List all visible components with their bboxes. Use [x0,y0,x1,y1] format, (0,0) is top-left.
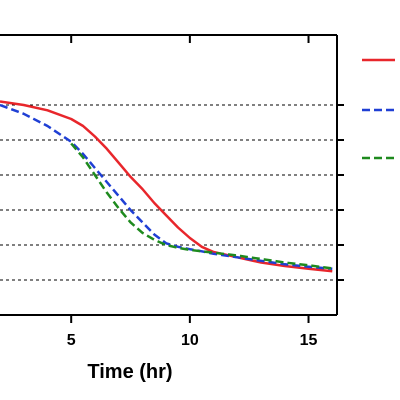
x-tick-label-1: 10 [181,332,199,349]
x-tick-label-0: 5 [67,332,76,349]
gridlines [0,104,344,281]
x-axis-label: Time (hr) [87,361,172,383]
series-line-2 [70,142,333,270]
legend [362,58,395,160]
series-line-0 [0,100,333,273]
x-ticks: 5 10 15 [67,35,318,349]
x-tick-label-2: 15 [300,332,318,349]
axes [0,34,338,316]
series-line-1 [0,103,333,271]
series-lines [0,100,333,273]
